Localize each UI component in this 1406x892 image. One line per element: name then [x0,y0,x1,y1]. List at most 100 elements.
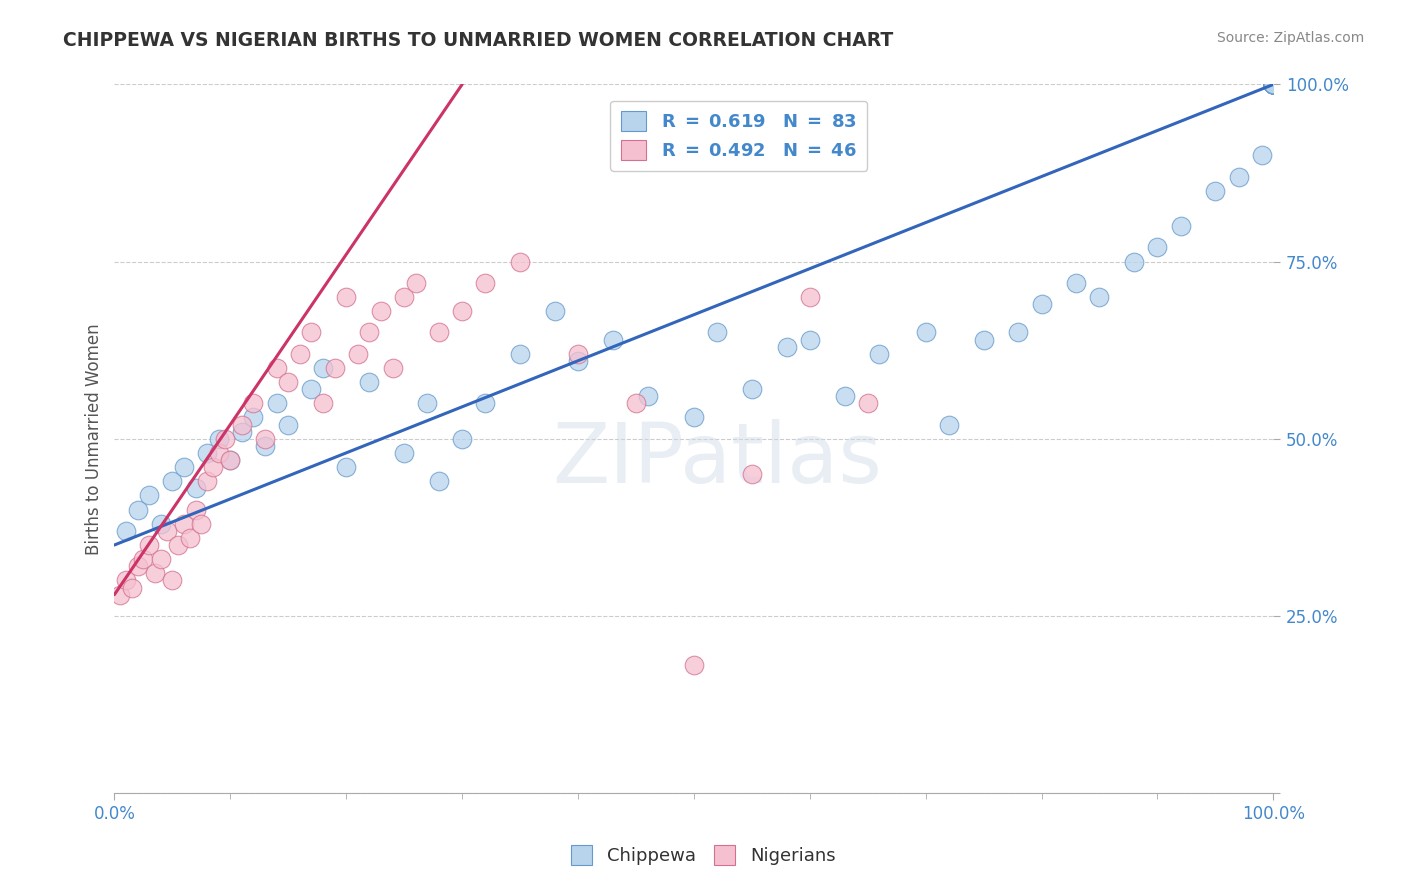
Point [637,389,659,403]
Point [1263,78,1285,92]
Point [451,432,474,446]
Point [195,474,218,488]
Point [312,360,335,375]
Point [544,304,567,318]
Point [1263,78,1285,92]
Point [416,396,439,410]
Point [856,396,879,410]
Point [1170,219,1192,234]
Point [1146,240,1168,254]
Point [706,326,728,340]
Point [1263,78,1285,92]
Point [1263,78,1285,92]
Point [775,340,797,354]
Point [184,481,207,495]
Point [143,566,166,581]
Point [138,488,160,502]
Point [299,382,322,396]
Point [1263,78,1285,92]
Point [381,360,404,375]
Text: CHIPPEWA VS NIGERIAN BIRTHS TO UNMARRIED WOMEN CORRELATION CHART: CHIPPEWA VS NIGERIAN BIRTHS TO UNMARRIED… [63,31,894,50]
Point [567,347,589,361]
Point [108,588,131,602]
Point [741,382,763,396]
Point [1263,78,1285,92]
Point [973,333,995,347]
Point [155,524,177,538]
Point [602,333,624,347]
Point [1263,78,1285,92]
Point [799,290,821,304]
Point [132,552,155,566]
Point [335,290,357,304]
Point [1204,184,1226,198]
Point [231,417,253,432]
Point [184,502,207,516]
Point [190,516,212,531]
Point [1007,326,1029,340]
Point [1263,78,1285,92]
Point [370,304,392,318]
Point [1263,78,1285,92]
Point [1123,254,1146,268]
Point [567,353,589,368]
Point [208,446,231,460]
Legend: $\mathbf{R}$ $\mathbf{=}$ $\mathbf{0.619}$   $\mathbf{N}$ $\mathbf{=}$ $\mathbf{: $\mathbf{R}$ $\mathbf{=}$ $\mathbf{0.619… [610,101,868,171]
Point [1263,78,1285,92]
Point [1088,290,1111,304]
Point [299,326,322,340]
Point [1263,78,1285,92]
Point [127,559,149,574]
Point [1263,78,1285,92]
Point [242,396,264,410]
Point [173,516,195,531]
Point [405,276,427,290]
Point [312,396,335,410]
Point [127,502,149,516]
Point [683,410,706,425]
Point [1263,78,1285,92]
Point [1263,78,1285,92]
Point [201,460,224,475]
Point [474,396,496,410]
Point [799,333,821,347]
Point [392,446,415,460]
Text: Source: ZipAtlas.com: Source: ZipAtlas.com [1216,31,1364,45]
Point [359,326,381,340]
Point [138,538,160,552]
Point [427,474,450,488]
Y-axis label: Births to Unmarried Women: Births to Unmarried Women [86,323,103,555]
Point [1263,78,1285,92]
Point [427,326,450,340]
Point [1263,78,1285,92]
Point [1263,78,1285,92]
Point [1263,78,1285,92]
Point [359,375,381,389]
Point [346,347,368,361]
Point [509,347,531,361]
Point [1263,78,1285,92]
Point [323,360,346,375]
Point [149,516,172,531]
Point [1227,169,1250,184]
Point [254,432,277,446]
Point [277,375,299,389]
Point [219,453,242,467]
Point [115,574,138,588]
Point [208,432,231,446]
Point [1031,297,1053,311]
Point [214,432,236,446]
Point [162,574,184,588]
Point [266,396,288,410]
Point [288,347,311,361]
Legend: Chippewa, Nigerians: Chippewa, Nigerians [561,836,845,874]
Point [231,425,253,439]
Point [167,538,190,552]
Point [624,396,647,410]
Point [162,474,184,488]
Point [451,304,474,318]
Point [1263,78,1285,92]
Point [121,581,143,595]
Text: ZIPatlas: ZIPatlas [553,419,882,500]
Point [1263,78,1285,92]
